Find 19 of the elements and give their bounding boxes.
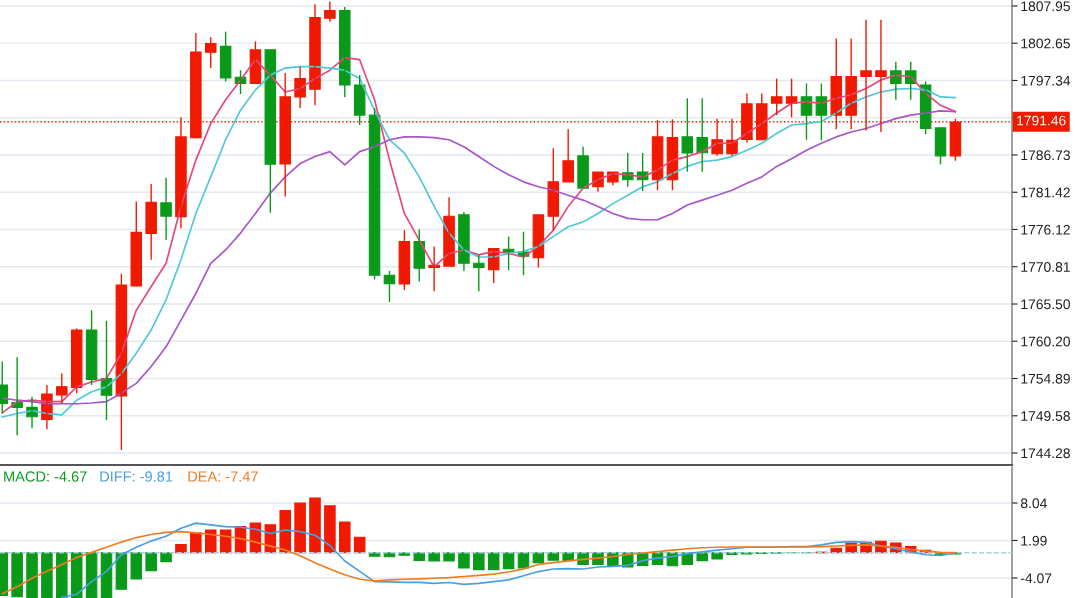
annotation: DEA: -7.47: [188, 471, 258, 482]
y-tick-label: 1807.95: [1021, 1, 1070, 12]
y-tick-label: 1797.34: [1021, 75, 1071, 86]
y-tick-label: 1754.89: [1021, 373, 1070, 384]
ref-line-label: 1791.46: [1017, 115, 1066, 126]
y-tick-label: 1781.42: [1021, 187, 1070, 198]
y-tick-label: 1749.58: [1021, 411, 1070, 421]
annotation: DIFF: -9.81: [100, 471, 173, 482]
y-tick-label: 1802.65: [1021, 38, 1070, 49]
y-tick-label: -4.07: [1020, 573, 1052, 584]
y-tick-label: 1776.12: [1021, 224, 1070, 235]
y-tick-label: 1770.81: [1021, 262, 1070, 272]
y-tick-label: 1765.50: [1021, 299, 1070, 310]
annotation: MACD: -4.67: [4, 471, 87, 482]
y-tick-label: 1744.28: [1021, 448, 1070, 459]
y-tick-label: 1786.73: [1021, 150, 1070, 161]
y-tick-label: 1.99: [1021, 535, 1047, 546]
y-tick-label: 1760.20: [1021, 336, 1070, 347]
y-tick-label: 8.04: [1020, 498, 1047, 509]
